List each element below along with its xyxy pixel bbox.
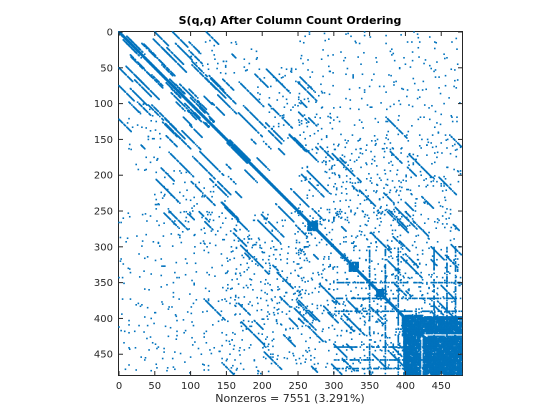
nonzero-marker [453,362,455,365]
nonzero-marker [377,295,380,298]
nonzero-marker [408,327,410,330]
nonzero-marker [426,338,429,340]
nonzero-marker [309,229,311,232]
nonzero-marker [456,362,459,365]
nonzero-marker [442,363,445,366]
nonzero-marker [440,351,443,353]
nonzero-marker [444,338,447,340]
nonzero-marker [375,295,378,298]
nonzero-marker [357,270,359,272]
nonzero-marker [439,359,442,362]
nonzero-marker [348,266,351,269]
nonzero-marker [418,319,420,321]
nonzero-marker [460,336,463,338]
plot-frame [118,31,463,376]
nonzero-marker [381,295,384,298]
nonzero-marker [307,229,309,232]
nonzero-marker [422,347,425,350]
nonzero-marker [456,341,459,343]
nonzero-marker [422,353,425,356]
chart-title: S(q,q) After Column Count Ordering [179,14,402,27]
nonzero-markers [118,31,463,376]
nonzero-marker [438,335,440,338]
nonzero-marker [452,353,455,356]
nonzero-marker [436,336,438,338]
nonzero-marker [421,315,423,318]
nonzero-marker [441,341,443,343]
nonzero-marker [356,267,359,270]
nonzero-marker [460,344,463,346]
nonzero-marker [448,336,450,338]
nonzero-marker [379,291,382,294]
nonzero-marker [316,220,319,222]
nonzero-marker [350,270,352,272]
nonzero-marker [455,344,458,347]
nonzero-marker [352,266,354,268]
nonzero-marker [406,323,408,325]
nonzero-marker [439,341,442,344]
nonzero-marker [408,318,410,320]
nonzero-marker [355,270,357,272]
nonzero-marker [444,362,447,364]
nonzero-marker [413,317,415,320]
nonzero-marker [431,360,433,363]
nonzero-marker [434,354,437,356]
nonzero-marker [381,288,383,291]
nonzero-marker [357,263,359,266]
nonzero-marker [438,341,440,343]
nonzero-marker [415,324,417,327]
nonzero-marker [310,229,313,232]
nonzero-marker [425,349,427,352]
nonzero-marker [434,355,437,358]
nonzero-marker [420,323,422,325]
nonzero-marker [313,229,316,232]
nonzero-marker [459,360,462,363]
nonzero-marker [419,316,422,319]
nonzero-marker [449,348,452,351]
nonzero-marker [449,335,452,338]
nonzero-marker [427,352,430,354]
